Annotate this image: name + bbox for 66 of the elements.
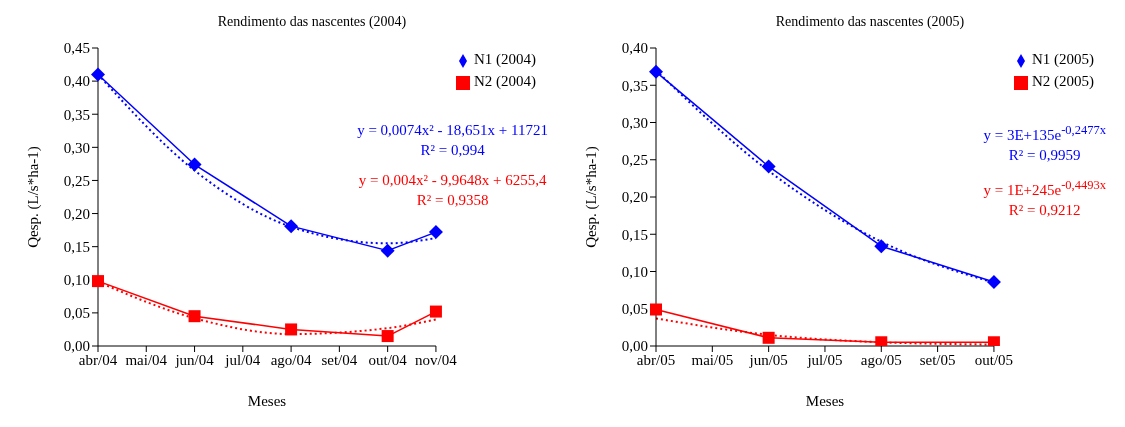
chart-title: Rendimento das nascentes (2004) — [216, 14, 408, 30]
y-tick-label: 0,40 — [63, 73, 90, 90]
point — [987, 336, 1000, 346]
legend-label: N2 (2005) — [1031, 73, 1094, 89]
point — [187, 157, 202, 172]
point — [92, 275, 104, 288]
annotation: R² = 0,994 — [419, 141, 486, 160]
y-tick-label: 0,40 — [621, 40, 648, 57]
y-tick-label: 0,35 — [63, 106, 90, 123]
legend-label: N2 (2004) — [473, 73, 536, 89]
x-tick-label: mai/04 — [125, 351, 168, 368]
x-tick-label: jul/04 — [224, 351, 261, 368]
x-tick-label: out/05 — [974, 351, 1014, 368]
y-tick-label: 0,15 — [621, 226, 648, 243]
point — [285, 323, 298, 336]
point — [762, 331, 775, 344]
y-tick-label: 0,05 — [621, 301, 648, 318]
x-tick-label: mai/05 — [691, 351, 734, 368]
point — [429, 305, 442, 318]
chart-title: Rendimento das nascentes (2005) — [774, 14, 966, 30]
x-axis-title: Meses — [805, 393, 845, 409]
point — [761, 159, 776, 174]
y-tick-label: 0,25 — [63, 172, 90, 189]
legend-label: N1 (2004) — [473, 51, 536, 67]
y-tick-label: 0,05 — [63, 305, 90, 322]
x-tick-label: ago/05 — [860, 351, 902, 368]
y-tick-label: 0,15 — [63, 238, 90, 255]
x-axis-title: Meses — [247, 393, 287, 409]
x-tick-label: set/05 — [919, 351, 956, 368]
y-tick-label: 0,10 — [63, 272, 90, 289]
point — [875, 336, 888, 346]
point — [428, 225, 443, 240]
y-tick-label: 0,45 — [63, 40, 90, 57]
x-tick-label: set/04 — [321, 351, 358, 368]
annotation: R² = 0,9358 — [415, 191, 490, 210]
text: R² = 0,9959 — [1007, 146, 1082, 165]
x-tick-label: jun/05 — [748, 351, 788, 368]
annotation: y = 0,004x² - 9,9648x + 6255,4 — [357, 171, 548, 190]
y-tick-label: 0,30 — [63, 139, 90, 156]
y-axis-title: Qesp. (L/s*ha-1) — [583, 146, 601, 248]
y-tick-label: 0,25 — [621, 152, 648, 169]
legend-label: N1 (2005) — [1031, 51, 1094, 67]
y-tick-label: 0,35 — [621, 77, 648, 94]
x-tick-label: ago/04 — [270, 351, 313, 368]
point — [91, 67, 105, 82]
point — [284, 219, 299, 234]
y-tick-label: 0,10 — [621, 263, 648, 280]
y-tick-label: 0,20 — [621, 189, 648, 206]
y-tick-label: 0,20 — [63, 205, 90, 222]
text: R² = 0,9212 — [1007, 201, 1082, 220]
point — [380, 243, 395, 258]
annotation: y = 1E+245e$^{-0,4493x}$ — [983, 177, 1106, 200]
y-axis-title: Qesp. (L/s*ha-1) — [25, 146, 43, 248]
x-tick-label: jul/05 — [806, 351, 843, 368]
annotation: y = 3E+135e$^{-0,2477x}$ — [983, 122, 1106, 145]
point — [188, 310, 201, 323]
point — [650, 303, 662, 316]
annotation: y = 0,0074x² - 18,651x + 11721 — [357, 121, 548, 140]
point — [874, 239, 889, 254]
x-tick-label: out/04 — [368, 351, 408, 368]
x-tick-label: nov/04 — [415, 351, 458, 368]
point — [986, 274, 1001, 289]
point — [381, 330, 394, 343]
point — [649, 64, 663, 79]
y-tick-label: 0,30 — [621, 114, 648, 131]
x-tick-label: jun/04 — [174, 351, 215, 368]
